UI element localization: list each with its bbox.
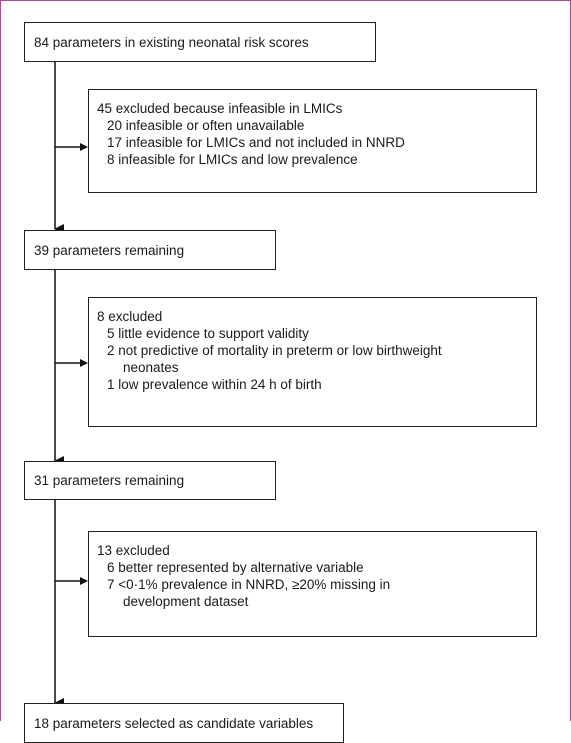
- step-final-text: 18 parameters selected as candidate vari…: [34, 715, 314, 731]
- step-remaining-39-box: 39 parameters remaining: [24, 230, 276, 270]
- exclusion-title: 45 excluded because infeasible in LMICs: [97, 101, 343, 116]
- step-start-box: 84 parameters in existing neonatal risk …: [24, 22, 376, 62]
- exclusion-item: 1 low prevalence within 24 h of birth: [107, 377, 322, 392]
- exclusion-item: 6 better represented by alternative vari…: [107, 560, 364, 575]
- exclusion-item: 2 not predictive of mortality in preterm…: [107, 343, 442, 358]
- exclusion-item: 20 infeasible or often unavailable: [107, 118, 305, 133]
- step-remaining-31-text: 31 parameters remaining: [34, 473, 185, 488]
- exclusion-title: 8 excluded: [97, 309, 163, 324]
- exclusion-item: 17 infeasible for LMICs and not included…: [107, 135, 405, 150]
- flow-connectors: [54, 62, 88, 708]
- exclusion-title: 13 excluded: [97, 543, 170, 558]
- step-remaining-31-box: 31 parameters remaining: [24, 461, 276, 500]
- exclusion-item: 5 little evidence to support validity: [107, 326, 309, 341]
- exclusion-item-continued: neonates: [123, 360, 179, 375]
- exclusion-item: 8 infeasible for LMICs and low prevalenc…: [107, 152, 358, 167]
- step-remaining-39-text: 39 parameters remaining: [34, 242, 185, 258]
- step-start-text: 84 parameters in existing neonatal risk …: [34, 34, 309, 50]
- exclusion-box-3: 13 excluded 6 better represented by alte…: [88, 531, 537, 637]
- step-final-box: 18 parameters selected as candidate vari…: [24, 703, 344, 743]
- exclusion-item: 7 <0·1% prevalence in NNRD, ≥20% missing…: [107, 577, 391, 592]
- exclusion-item-continued: development dataset: [123, 594, 249, 609]
- exclusion-box-2: 8 excluded 5 little evidence to support …: [88, 297, 537, 427]
- exclusion-box-1: 45 excluded because infeasible in LMICs …: [88, 89, 537, 193]
